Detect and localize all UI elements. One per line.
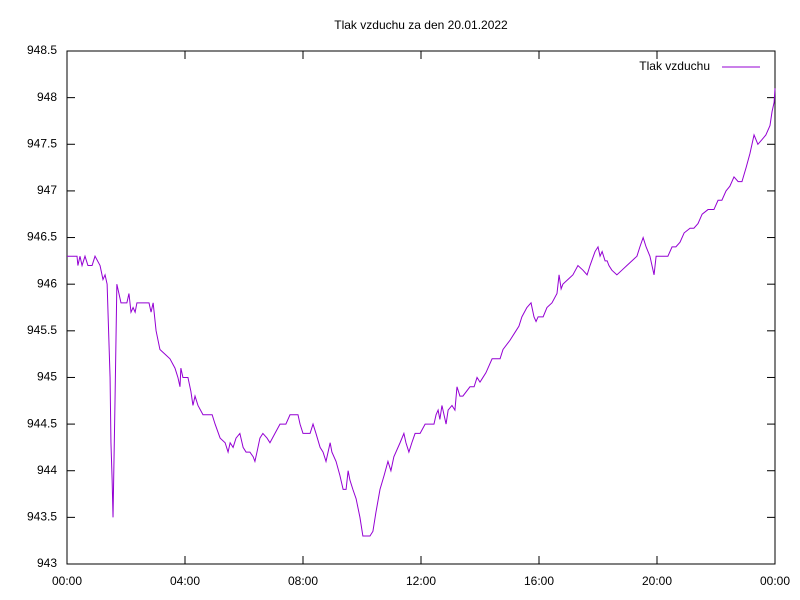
x-tick-label: 00:00 <box>52 574 82 588</box>
y-tick-label: 943.5 <box>27 510 57 524</box>
y-tick-label: 944.5 <box>27 416 57 430</box>
y-tick-label: 948.5 <box>27 43 57 57</box>
y-tick-label: 946 <box>37 276 57 290</box>
y-tick-label: 948 <box>37 90 57 104</box>
data-line <box>67 88 776 537</box>
y-tick-label: 943 <box>37 556 57 570</box>
y-tick-label: 944 <box>37 463 57 477</box>
y-tick-label: 947 <box>37 183 57 197</box>
x-tick-label: 08:00 <box>288 574 318 588</box>
x-tick-label: 00:00 <box>760 574 790 588</box>
y-tick-label: 945.5 <box>27 323 57 337</box>
x-tick-label: 16:00 <box>524 574 554 588</box>
x-tick-label: 12:00 <box>406 574 436 588</box>
x-tick-label: 04:00 <box>170 574 200 588</box>
y-tick-label: 945 <box>37 370 57 384</box>
plot-frame <box>66 50 776 565</box>
x-tick-label: 20:00 <box>642 574 672 588</box>
legend-label: Tlak vzduchu <box>639 59 710 73</box>
y-tick-label: 946.5 <box>27 230 57 244</box>
y-tick-label: 947.5 <box>27 136 57 150</box>
chart-title: Tlak vzduchu za den 20.01.2022 <box>334 18 508 32</box>
